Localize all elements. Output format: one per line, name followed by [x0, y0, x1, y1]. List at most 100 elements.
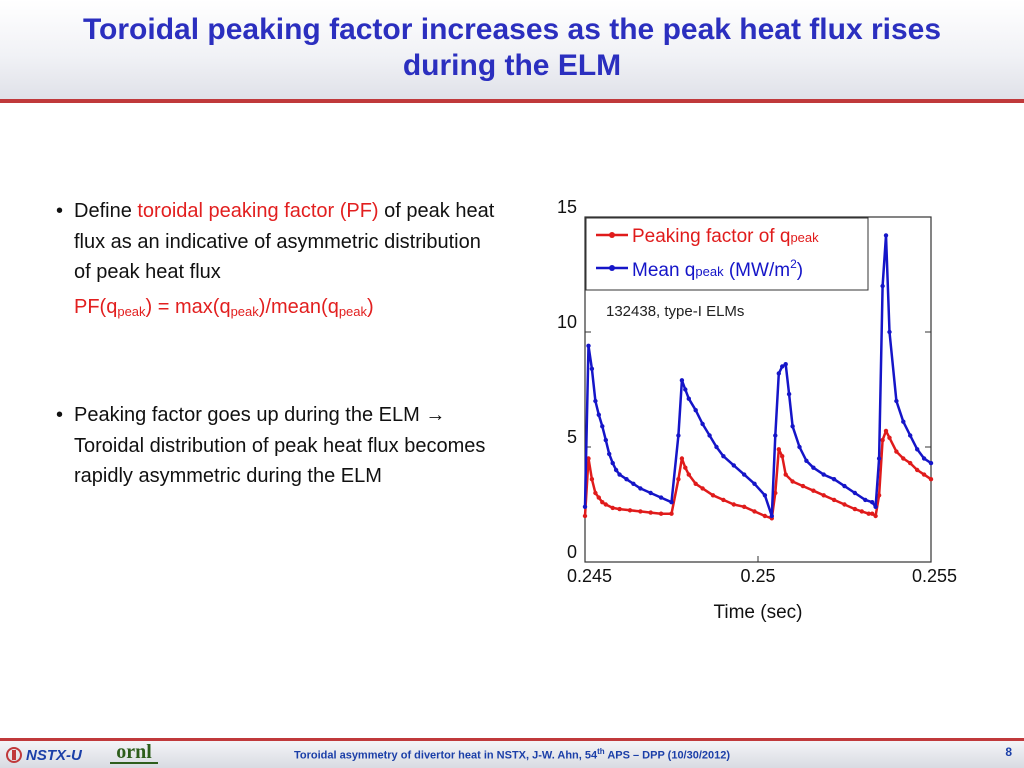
series-point-1: [752, 481, 757, 486]
bullet-define-pf: • Define toroidal peaking factor (PF) of…: [56, 196, 501, 288]
formula-part: )/mean(q: [258, 295, 339, 318]
series-point-1: [873, 504, 878, 509]
bullet1-text-post: of peak heat flux as an indicative of as…: [74, 200, 495, 283]
series-point-1: [769, 513, 774, 519]
legend-label-pf: Peaking factor of qpeak: [632, 226, 819, 247]
series-point-1: [742, 472, 747, 477]
series-point-1: [617, 472, 622, 477]
series-point-1: [586, 343, 591, 348]
x-tick-label: 0.25: [740, 566, 775, 586]
title-line-1: Toroidal peaking factor increases as the…: [82, 13, 942, 46]
series-point-0: [586, 456, 591, 461]
series-point-0: [589, 477, 595, 482]
x-axis: 0.245 0.25 0.255: [567, 217, 957, 586]
formula-part: ) = max(q: [145, 295, 231, 318]
series-point-1: [589, 366, 595, 371]
series-point-1: [842, 483, 847, 489]
series-point-0: [800, 483, 806, 489]
series-point-0: [811, 488, 816, 493]
legend-marker-mean: [609, 265, 615, 271]
series-point-1: [686, 396, 691, 401]
series-point-0: [831, 497, 837, 503]
series-point-0: [876, 493, 882, 498]
series-point-0: [780, 454, 785, 459]
series-point-0: [742, 504, 747, 509]
series-point-0: [908, 460, 913, 466]
series-point-0: [821, 493, 826, 498]
bullet-pf-rises: • Peaking factor goes up during the ELM …: [56, 400, 501, 492]
series-point-1: [894, 398, 899, 404]
series-point-1: [658, 495, 664, 500]
series-point-1: [679, 378, 685, 383]
bullet-list: • Define toroidal peaking factor (PF) of…: [56, 196, 501, 492]
y-tick-label: 15: [557, 197, 577, 217]
series-point-0: [600, 500, 605, 505]
series-point-1: [676, 433, 681, 438]
chart-annotation: 132438, type-I ELMs: [606, 303, 744, 320]
footer-divider: [0, 738, 1024, 741]
nstx-label: NSTX-U: [26, 746, 82, 764]
series-point-0: [638, 509, 643, 514]
x-tick-label: 0.245: [567, 566, 612, 586]
series-point-0: [617, 506, 622, 512]
series-point-0: [700, 486, 705, 491]
series-point-0: [593, 490, 598, 496]
series-point-1: [714, 444, 719, 450]
series-point-1: [821, 472, 826, 477]
y-tick-label: 10: [557, 312, 577, 332]
arrow-icon: →: [425, 404, 446, 426]
series-point-1: [582, 504, 588, 509]
series-point-1: [876, 456, 882, 461]
series-point-0: [596, 495, 601, 500]
series-point-1: [773, 433, 778, 438]
formula-sub: peak: [117, 303, 146, 319]
series-point-0: [679, 456, 685, 461]
series-point-0: [866, 511, 871, 516]
formula-sub: peak: [338, 303, 368, 319]
series-point-1: [624, 477, 629, 482]
footer-text-pre: Toroidal asymmetry of divertor heat in N…: [293, 749, 598, 762]
series-point-1: [786, 391, 792, 397]
series-point-1: [613, 467, 619, 473]
page-number: 8: [1005, 745, 1012, 759]
series-point-1: [762, 493, 768, 498]
series-point-1: [928, 460, 934, 466]
bullet-dot: •: [56, 404, 64, 426]
nstx-logo: NSTX-U: [6, 744, 82, 766]
chart-svg: 0 5 10 15 0.245 0.25 0.255 Time (sec) Peaking…: [557, 197, 957, 623]
series-point-1: [700, 421, 705, 427]
legend-marker-pf: [609, 232, 615, 238]
series-point-0: [783, 472, 788, 477]
series-point-0: [883, 428, 889, 434]
series-point-0: [859, 509, 864, 514]
series-point-1: [603, 437, 608, 443]
series-point-0: [669, 511, 674, 516]
series-point-1: [887, 329, 892, 335]
series-point-0: [582, 513, 588, 519]
ornl-logo: ornl: [110, 742, 158, 765]
series-point-0: [648, 510, 653, 515]
footer-text-post: APS – DPP (10/30/2012): [604, 749, 731, 762]
series-point-1: [638, 486, 643, 491]
series-point-1: [776, 371, 781, 376]
legend-box: [585, 217, 869, 291]
series-point-1: [648, 490, 653, 496]
series-point-1: [870, 500, 875, 505]
series-point-0: [693, 481, 698, 486]
y-tick-label: 0: [567, 542, 577, 562]
legend: Peaking factor of qpeak Mean qpeak (MW/m…: [585, 217, 869, 291]
series-point-0: [870, 511, 875, 516]
series-point-1: [721, 454, 726, 459]
series-point-0: [752, 509, 757, 514]
series-point-0: [842, 502, 847, 507]
series-point-1: [852, 490, 858, 496]
series-point-0: [762, 513, 768, 519]
series-point-1: [915, 447, 920, 452]
series-point-1: [863, 497, 868, 503]
title-line-2: during the ELM: [402, 49, 622, 82]
bullet2-text-post: Toroidal distribution of peak heat flux …: [74, 434, 486, 488]
footer-citation: Toroidal asymmetry of divertor heat in N…: [0, 747, 1024, 762]
formula-part: PF(q: [74, 295, 118, 318]
series-point-1: [883, 233, 889, 238]
series-point-1: [780, 364, 785, 369]
